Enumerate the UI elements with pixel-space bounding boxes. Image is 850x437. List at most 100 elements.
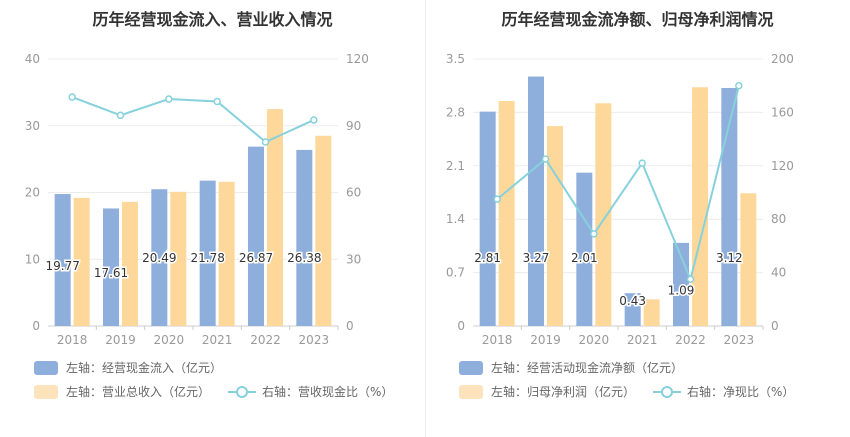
x-tick-label: 2022 [675, 333, 706, 347]
y-left-tick-label: 10 [25, 252, 40, 266]
ratio-point [310, 116, 318, 124]
legend-label: 左轴：经营现金流入（亿元） [66, 361, 223, 375]
chart-title: 历年经营现金流入、营业收入情况 [92, 10, 333, 29]
y-right-tick-label: 90 [346, 119, 361, 133]
legend-swatch-blue [34, 360, 58, 375]
legend-row-2: 左轴：归母净利润（亿元） 右轴：净现比（%） [459, 383, 812, 400]
bar-series-2 [547, 126, 563, 326]
y-right-tick-label: 40 [771, 266, 786, 280]
y-right-tick-label: 0 [771, 319, 779, 333]
bar-series-1 [528, 76, 544, 326]
x-tick-label: 2023 [724, 333, 755, 347]
ratio-point [686, 275, 695, 284]
legend-item-ratio[interactable]: 右轴：净现比（%） [653, 383, 794, 400]
ratio-point [165, 95, 173, 103]
legend-swatch-orange [34, 384, 58, 399]
bar-series-1 [479, 111, 496, 326]
bar-series-1 [199, 180, 216, 326]
legend-item-revenue[interactable]: 左轴：营业总收入（亿元） [34, 383, 210, 400]
legend-item-cash-inflow[interactable]: 左轴：经营现金流入（亿元） [34, 359, 222, 376]
legend-item-net-profit[interactable]: 左轴：归母净利润（亿元） [459, 383, 635, 400]
bar-data-label: 26.87 [239, 251, 273, 265]
bar-series-2 [218, 181, 235, 326]
y-right-tick-label: 120 [771, 159, 794, 173]
chart-title: 历年经营现金流净额、归母净利润情况 [501, 10, 774, 29]
bar-series-2 [73, 197, 90, 326]
legend-line-icon [653, 385, 682, 399]
net-cash-profit-chart: 0 0.7 1.4 2.1 2.8 3.5 0 40 80 120 160 200 2018 2019 20… [446, 52, 794, 347]
y-left-tick-label: 0 [457, 319, 465, 333]
x-tick-label: 2018 [482, 333, 513, 347]
ratio-point [541, 155, 550, 163]
legend-label: 右轴：营收现金比（%） [262, 385, 394, 399]
y-left-tick-label: 30 [25, 119, 40, 133]
x-tick-label: 2020 [579, 333, 610, 347]
legend-row-1: 左轴：经营活动现金流净额（亿元） [459, 359, 701, 376]
ratio-point [116, 111, 125, 120]
chart-panel-net-cash: 历年经营现金流净额、归母净利润情况 0 0.7 1.4 2.1 2.8 3.5 0 40 80 1… [425, 0, 850, 437]
bar-data-label: 21.78 [190, 251, 224, 265]
ratio-point [261, 138, 270, 146]
y-left-tick-label: 0 [32, 319, 40, 333]
ratio-point [213, 97, 221, 106]
x-tick-label: 2019 [105, 333, 136, 347]
legend-row-1: 左轴：经营现金流入（亿元） [34, 359, 240, 376]
legend-swatch-orange [459, 384, 483, 399]
bar-series-1 [624, 293, 641, 326]
bar-series-2 [267, 109, 283, 326]
x-tick-label: 2022 [250, 333, 281, 347]
ratio-point [735, 81, 743, 90]
bar-series-1 [296, 149, 313, 326]
x-tick-label: 2020 [154, 333, 185, 347]
bar-series-2 [498, 100, 515, 326]
y-left-tick-label: 1.4 [446, 212, 465, 226]
bar-data-label: 20.49 [142, 251, 176, 265]
legend-item-net-cash[interactable]: 左轴：经营活动现金流净额（亿元） [459, 359, 683, 376]
ratio-point [590, 230, 598, 238]
x-tick-label: 2021 [202, 333, 233, 347]
y-left-tick-label: 2.8 [446, 105, 465, 119]
bar-data-label: 17.61 [94, 266, 128, 280]
bar-data-label: 26.38 [287, 251, 321, 265]
y-right-tick-label: 60 [346, 186, 361, 200]
y-left-tick-label: 0.7 [446, 266, 465, 280]
bar-data-label: 19.77 [45, 259, 79, 273]
legend-line-icon [228, 385, 257, 399]
legend-label: 左轴：归母净利润（亿元） [491, 385, 636, 399]
bar-data-label: 1.09 [668, 283, 695, 297]
bar-data-label: 2.81 [474, 251, 501, 265]
x-tick-label: 2021 [627, 333, 658, 347]
y-right-tick-label: 80 [771, 212, 786, 226]
ratio-line [496, 85, 740, 283]
bar-series-2 [595, 103, 612, 326]
bar-series-2 [740, 193, 757, 326]
legend-swatch-blue [459, 360, 483, 375]
legend-row-2: 左轴：营业总收入（亿元） 右轴：营收现金比（%） [34, 383, 411, 400]
ratio-point [493, 195, 501, 203]
y-right-tick-label: 160 [771, 105, 794, 119]
ratio-line [71, 96, 315, 144]
bar-data-label: 3.27 [523, 251, 550, 265]
bar-series-1 [248, 146, 264, 326]
legend-item-ratio[interactable]: 右轴：营收现金比（%） [228, 383, 393, 400]
bar-series-2 [122, 201, 138, 326]
x-tick-label: 2023 [299, 333, 330, 347]
bar-data-label: 3.12 [716, 251, 743, 265]
x-tick-label: 2018 [57, 333, 88, 347]
y-left-tick-label: 20 [25, 186, 40, 200]
y-left-tick-label: 2.1 [446, 159, 465, 173]
cash-inflow-revenue-chart: 0 10 20 30 40 0 30 60 90 120 2018 2019 2020 2021 2022 2… [25, 52, 369, 347]
bar-series-1 [103, 208, 119, 326]
y-left-tick-label: 40 [25, 52, 40, 66]
bar-series-1 [721, 87, 738, 326]
ratio-point [638, 159, 646, 167]
chart-panel-cash-inflow: 历年经营现金流入、营业收入情况 0 10 20 30 40 0 30 60 90 120 2018 2… [25, 10, 411, 400]
y-left-tick-label: 3.5 [446, 52, 465, 66]
bar-data-label: 0.43 [619, 294, 646, 308]
bar-series-2 [692, 87, 708, 327]
bar-data-label: 2.01 [571, 251, 598, 265]
legend-label: 左轴：经营活动现金流净额（亿元） [491, 361, 684, 375]
y-right-tick-label: 200 [771, 52, 794, 66]
bar-series-1 [151, 189, 168, 326]
